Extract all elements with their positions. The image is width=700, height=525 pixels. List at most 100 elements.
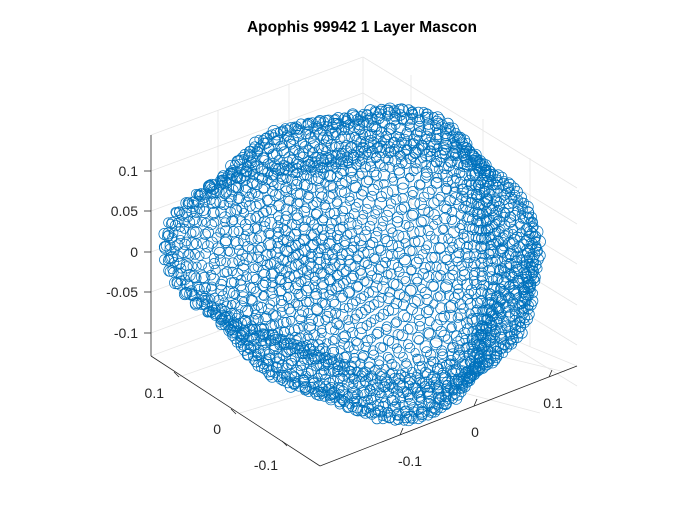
mascon-point — [419, 106, 429, 117]
mascon-point — [467, 348, 480, 361]
mascon-point — [306, 216, 316, 226]
mascon-point — [199, 299, 210, 310]
mascon-point — [286, 355, 297, 366]
mascon-point — [252, 234, 263, 245]
mascon-point — [320, 202, 331, 213]
mascon-point — [268, 332, 281, 345]
mascon-point — [360, 304, 372, 316]
mascon-point — [263, 227, 275, 239]
mascon-point — [274, 188, 285, 200]
mascon-point — [316, 233, 328, 246]
mascon-point — [474, 329, 487, 342]
mascon-point — [509, 182, 520, 194]
mascon-point — [219, 268, 230, 278]
mascon-point — [231, 337, 242, 348]
mascon-point — [447, 174, 460, 188]
mascon-point — [315, 243, 327, 255]
mascon-point — [412, 354, 425, 367]
mascon-point — [208, 258, 220, 270]
mascon-point — [515, 321, 527, 333]
mascon-point — [287, 166, 299, 178]
mascon-point — [251, 223, 263, 235]
mascon-point — [405, 411, 416, 422]
mascon-point — [503, 311, 515, 324]
mascon-point — [434, 242, 446, 254]
mascon-point — [265, 204, 278, 216]
mascon-point — [276, 359, 289, 372]
mascon-point — [180, 286, 193, 300]
mascon-point — [285, 139, 297, 150]
mascon-point — [458, 269, 471, 281]
mascon-point — [233, 255, 245, 267]
mascon-point — [326, 218, 337, 229]
mascon-point — [330, 141, 341, 152]
mascon-point — [354, 170, 365, 181]
mascon-point — [397, 309, 410, 323]
mascon-point — [207, 273, 220, 286]
mascon-point — [200, 299, 214, 312]
mascon-point — [224, 189, 237, 203]
mascon-point — [451, 127, 461, 138]
mascon-point — [375, 312, 385, 322]
mascon-point — [397, 386, 410, 399]
mascon-point — [480, 354, 494, 367]
mascon-point — [465, 355, 477, 367]
mascon-point — [419, 262, 431, 274]
mascon-point — [240, 175, 251, 185]
mascon-point — [407, 208, 420, 220]
mascon-point — [257, 344, 270, 357]
mascon-point — [380, 153, 391, 164]
mascon-point — [348, 379, 359, 389]
mascon-point — [176, 209, 188, 221]
mascon-point — [258, 363, 270, 374]
mascon-point — [368, 345, 379, 356]
mascon-point — [216, 175, 228, 187]
mascon-point — [233, 226, 244, 237]
mascon-point — [290, 144, 301, 155]
mascon-point — [393, 346, 406, 359]
mascon-point — [318, 288, 329, 299]
mascon-point — [432, 194, 445, 207]
x-tick-mark — [473, 398, 478, 407]
x-tick-label: 0 — [471, 424, 479, 440]
mascon-point — [478, 279, 490, 291]
mascon-point — [298, 206, 311, 218]
y-tick-mark — [173, 371, 180, 378]
mascon-point — [408, 166, 419, 177]
mascon-point — [433, 380, 443, 391]
mascon-point — [343, 258, 357, 272]
mascon-point — [414, 321, 426, 332]
mascon-point — [401, 220, 411, 230]
mascon-point — [511, 320, 521, 330]
mascon-point — [217, 176, 227, 186]
mascon-point — [276, 299, 289, 312]
mascon-point — [389, 176, 399, 186]
mascon-point — [193, 190, 204, 201]
mascon-point — [342, 229, 353, 240]
mascon-point — [316, 327, 327, 338]
mascon-point — [387, 392, 400, 405]
mascon-point — [200, 248, 211, 259]
mascon-point — [333, 258, 346, 271]
mascon-point — [413, 254, 425, 265]
mascon-point — [412, 106, 424, 118]
mascon-point — [386, 381, 398, 393]
mascon-point — [247, 244, 257, 254]
mascon-point — [171, 207, 183, 219]
mascon-point — [475, 323, 485, 333]
mascon-point — [493, 226, 505, 238]
mascon-point — [371, 272, 383, 284]
mascon-point — [318, 367, 331, 380]
y-tick-mark — [230, 408, 237, 415]
mascon-point — [400, 367, 410, 378]
mascon-point — [495, 283, 506, 295]
mascon-point — [338, 389, 351, 402]
mascon-point — [303, 322, 317, 335]
mascon-point — [269, 368, 280, 379]
mascon-point — [424, 316, 435, 327]
mascon-point — [311, 196, 322, 208]
mascon-point — [332, 230, 343, 241]
mascon-point — [326, 387, 339, 400]
mascon-point — [258, 329, 270, 341]
mascon-point — [355, 111, 366, 121]
